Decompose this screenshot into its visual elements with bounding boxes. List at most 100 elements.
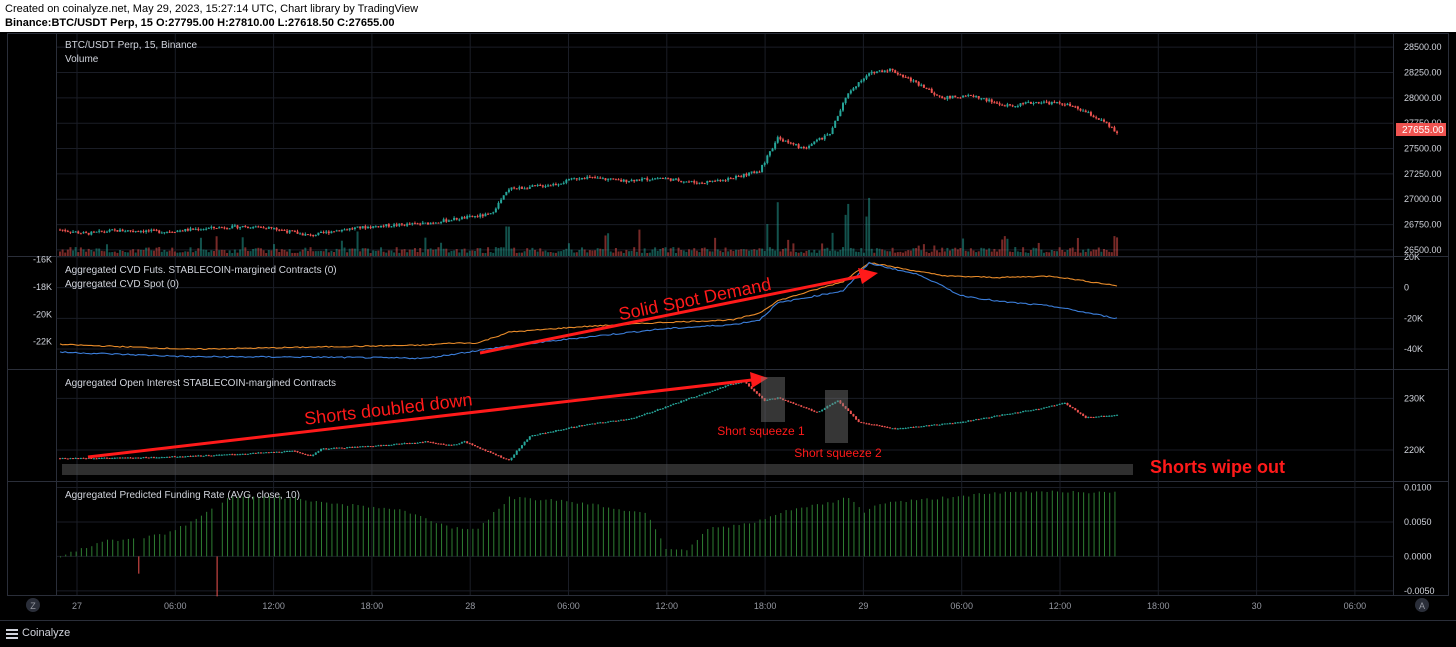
volume-bar [729,249,732,256]
volume-bar [941,247,944,256]
volume-bar [930,251,933,256]
price-candle-body [223,227,226,229]
volume-bar [573,252,576,256]
volume-bar [995,251,998,256]
volume-bar [599,248,602,256]
oi-candle-body [129,457,132,459]
oi-candle-body [716,388,719,390]
oi-candle-body [766,399,769,401]
price-candle-body [124,231,127,233]
volume-bar [406,252,409,256]
volume-bar [166,251,169,256]
volume-bar [228,250,231,256]
volume-bar [588,250,591,256]
price-candle-body [199,229,202,231]
volume-bar [387,250,390,256]
volume-bar [359,251,362,256]
volume-bar [784,248,787,256]
oi-candle-body [685,399,688,401]
oi-candle-body [212,455,215,457]
a-button[interactable] [1415,598,1429,612]
price-tick-label: 28000.00 [1404,93,1442,103]
menu-icon[interactable] [6,629,18,641]
volume-bar [849,247,852,256]
price-candle-body [492,212,495,214]
price-candle-body [377,226,380,228]
price-candle-body [795,144,798,146]
volume-bar [254,248,257,256]
price-candle-body [301,233,304,236]
price-candle-body [1048,102,1051,105]
price-candle-body [473,216,476,218]
price-candle-body [351,228,354,230]
volume-bar [917,245,920,256]
volume-bar [656,250,659,256]
volume-bar [434,249,437,256]
volume-bar [834,250,837,256]
volume-bar [126,252,129,256]
price-candle-body [667,178,670,180]
oi-candle-body [536,434,539,436]
price-candle-body [917,81,920,86]
volume-bar [674,252,677,256]
volume-bar [1084,251,1087,256]
spot-demand-arrowhead [858,268,878,284]
cvd-left-tick-label: -18K [33,282,52,292]
oi-candle-body [946,423,949,425]
volume-bar [802,252,805,256]
volume-bar [575,252,578,256]
volume-bar [774,250,777,256]
volume-bar [385,252,388,256]
volume-bar [703,247,706,256]
funding-bar [869,508,871,557]
funding-bar [242,496,244,557]
funding-bar [133,538,135,557]
funding-bar [686,550,688,557]
oi-candle-body [651,411,654,413]
oi-candle-body [239,454,242,456]
volume-bar [539,248,542,256]
price-candle-body [828,133,831,135]
oi-candle-body [471,443,474,446]
volume-bar [79,247,82,256]
trading-chart[interactable]: 27 06:00 12:00 18:00 28 06:00 12:00 18:00 29 06:0… [0,32,1456,620]
oi-candle-body [594,423,597,425]
price-candle-body [776,137,779,143]
funding-bar [1025,491,1027,557]
funding-tick-label: 0.0100 [1404,483,1432,493]
oi-candle-body [487,450,490,452]
oi-candle-body [505,458,508,460]
oi-candle-body [1035,409,1038,411]
oi-candle-body [380,445,383,447]
oi-candle-body [348,446,351,448]
price-candle-body [265,228,268,230]
volume-bar [291,252,294,256]
oi-candle-body [160,457,163,459]
volume-bar [1048,252,1051,256]
price-candle-body [737,175,740,177]
funding-bar [169,531,171,557]
volume-bar [364,248,367,256]
volume-bar [1092,249,1095,256]
oi-candle-body [1032,409,1035,411]
price-candle-body [280,229,283,231]
volume-bar [124,252,127,256]
price-tick-label: 28500.00 [1404,42,1442,52]
oi-candle-body [607,421,610,423]
price-candle-body [244,225,247,227]
oi-candle-body [949,423,952,425]
price-candle-body [654,178,657,180]
oi-candle-body [802,406,805,408]
oi-candle-body [1113,415,1116,417]
volume-bar [320,250,322,256]
z-button[interactable] [26,598,40,612]
volume-bar [296,252,299,256]
volume-bar [969,248,972,256]
funding-bar [1062,492,1064,557]
price-candle-body [1084,110,1087,113]
volume-bar [487,247,490,256]
funding-bar [952,497,954,557]
funding-bar [341,504,343,557]
oi-candle-body [609,420,612,422]
funding-bar [863,512,865,557]
